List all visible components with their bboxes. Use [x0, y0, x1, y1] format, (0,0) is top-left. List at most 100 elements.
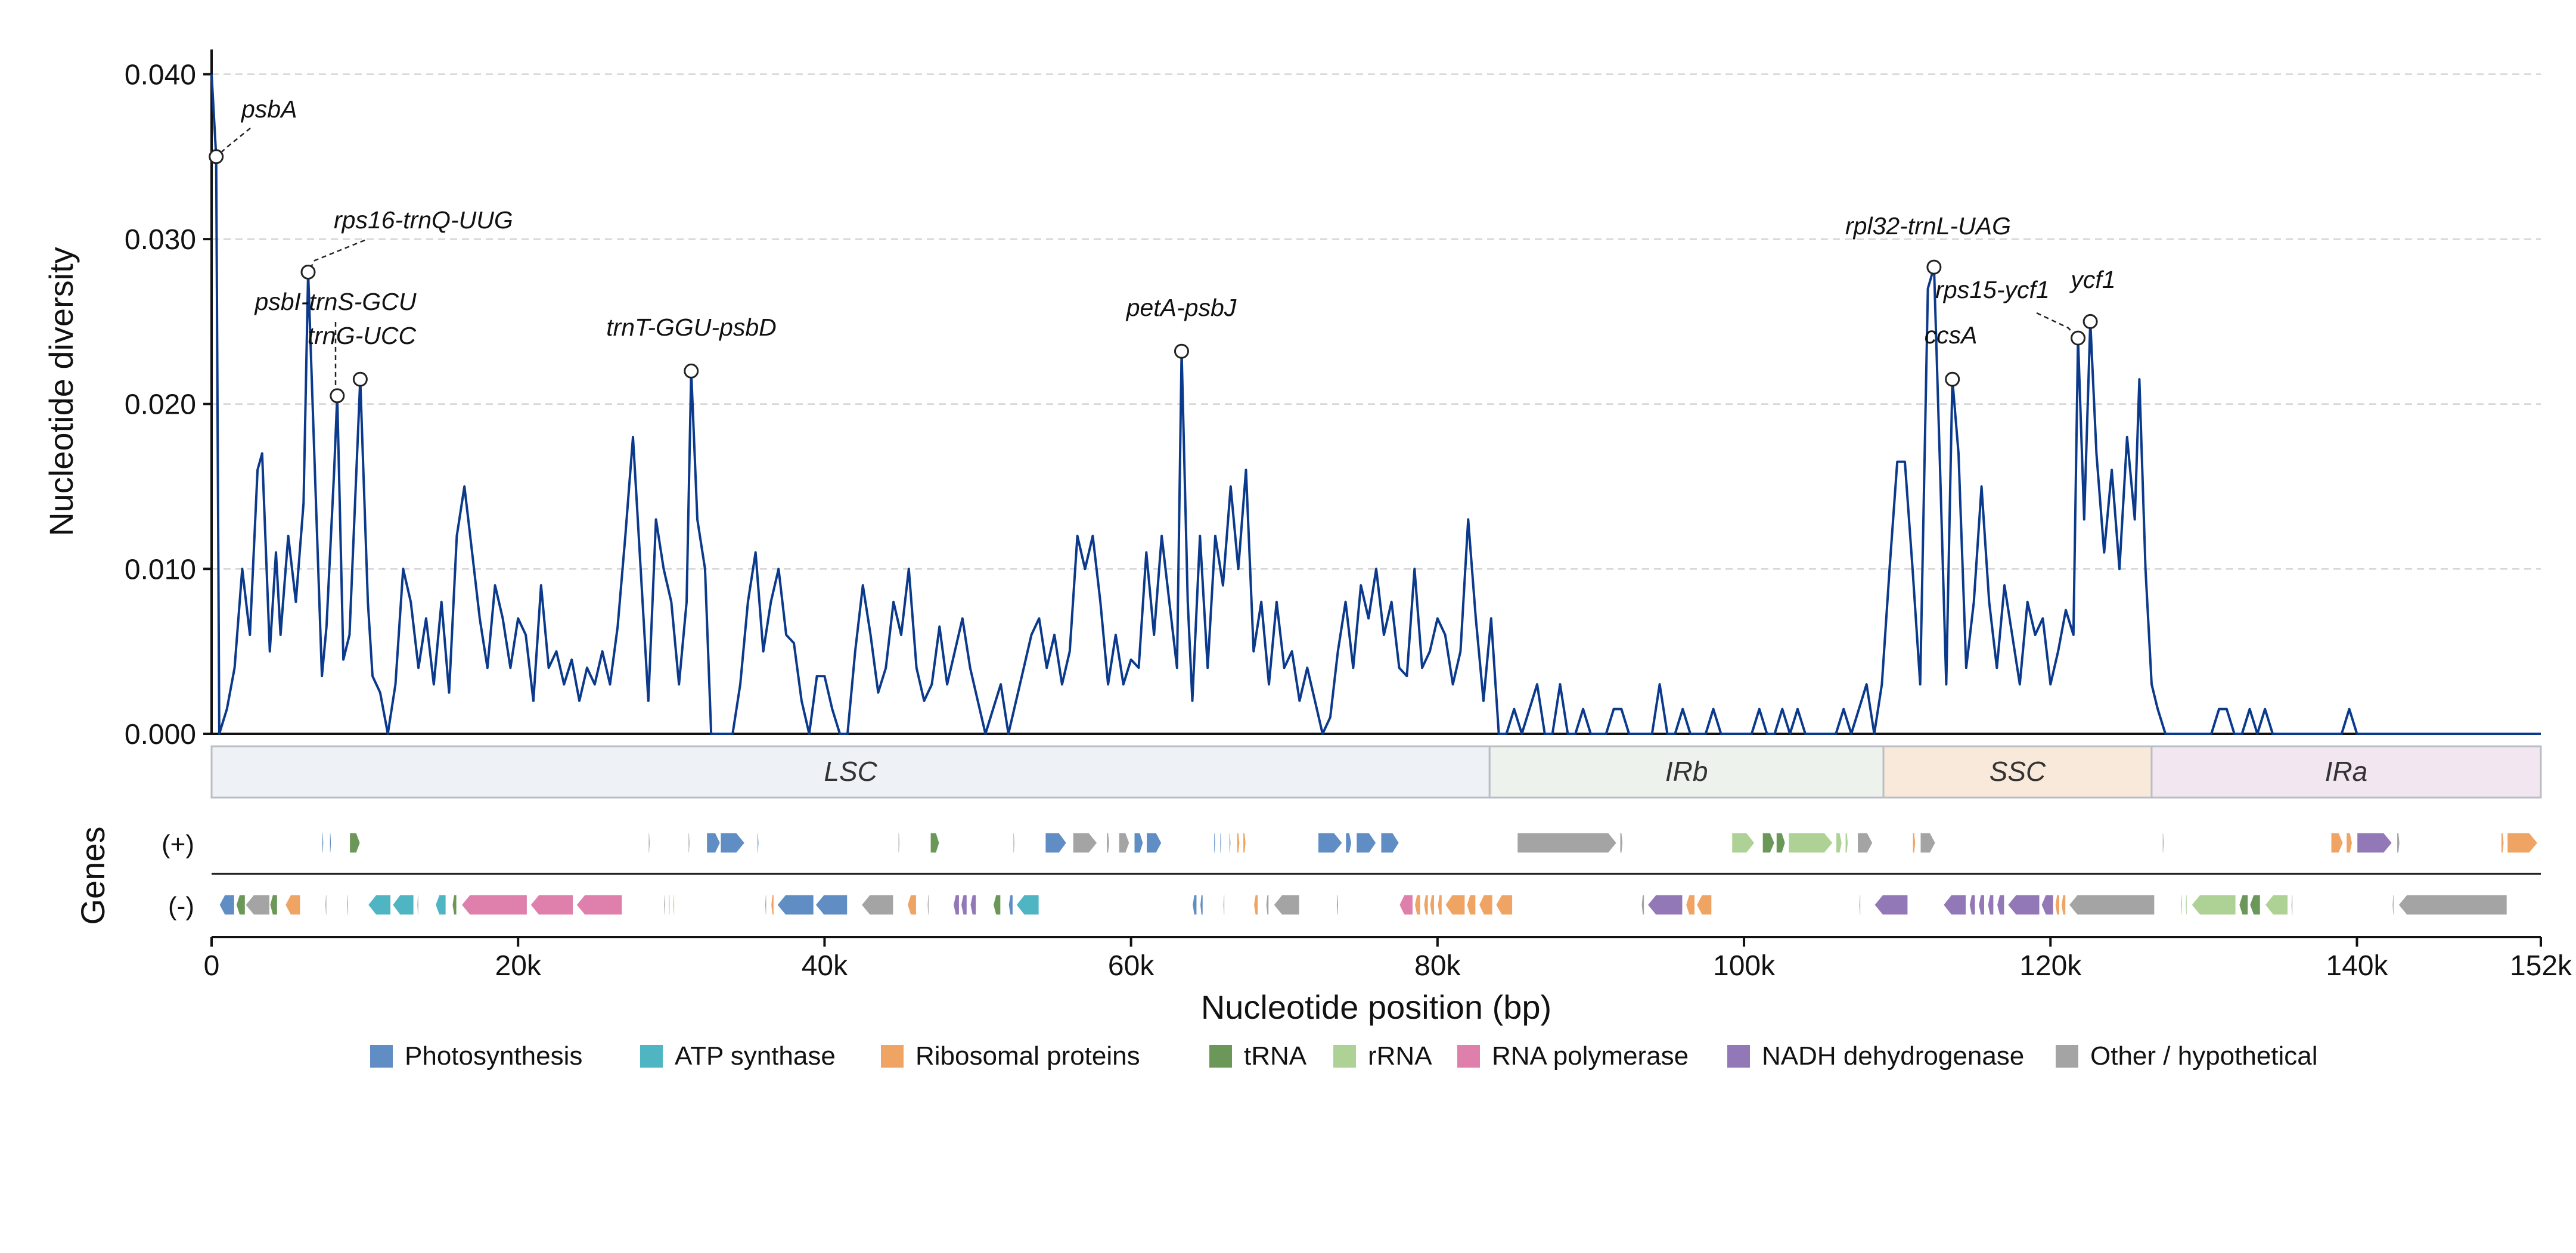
gene-block-ribo: [2345, 832, 2353, 854]
gene-block-other: [1857, 832, 1873, 854]
gene-block-other: [861, 894, 894, 916]
legend-swatch: [1457, 1045, 1480, 1068]
peak-label: rpl32-trnL-UAG: [1845, 212, 2011, 240]
y-tick-label: 0.010: [125, 554, 196, 585]
peak-marker: [352, 371, 368, 387]
gene-block-other: [1106, 832, 1110, 854]
y-tick-label: 0.000: [125, 719, 196, 750]
gene-block-ribo: [1242, 832, 1247, 854]
gene-block-trna: [930, 832, 941, 854]
gene-block-ndh: [1873, 894, 1908, 916]
gene-block-other: [2068, 894, 2155, 916]
x-tick-label: 120k: [2019, 950, 2082, 982]
gene-block-ribo: [1437, 894, 1443, 916]
gene-block-rnap: [1398, 894, 1414, 916]
gene-block-other: [2162, 832, 2165, 854]
gene-block-ribo: [2060, 894, 2066, 916]
region-label: SSC: [1990, 756, 2046, 787]
legend-label: rRNA: [1368, 1041, 1432, 1071]
peak-leader-line: [215, 128, 251, 157]
legend-label: Photosynthesis: [405, 1041, 582, 1071]
region-irb: IRb: [1488, 745, 1885, 799]
legend-label: ATP synthase: [675, 1041, 836, 1071]
x-tick-label: 0: [204, 950, 220, 982]
gene-block-ribo: [1236, 832, 1240, 854]
gene-block-other: [244, 894, 271, 916]
gene-block-photo: [1191, 894, 1197, 916]
gene-block-ribo: [1414, 894, 1422, 916]
gene-block-ndh: [2356, 832, 2393, 854]
y-tick-label: 0.030: [125, 224, 196, 256]
x-axis-ticks: 0 20k 40k 60k 80k 100k 120k 140k 152k: [204, 937, 2572, 982]
x-tick-label: 100k: [1713, 950, 1776, 982]
gene-block-trna: [1762, 832, 1776, 854]
gene-block-trna: [349, 832, 361, 854]
gene-block-photo: [1146, 832, 1162, 854]
gene-block-ndh: [2041, 894, 2054, 916]
gene-block-rrna: [1731, 832, 1756, 854]
legend-swatch: [2056, 1045, 2078, 1068]
legend-item-trna: tRNA: [1209, 1041, 1307, 1071]
y-axis-ticks: 0.000 0.010 0.020 0.030 0.040: [125, 59, 212, 750]
gene-block-ndh: [952, 894, 960, 916]
gene-block-photo: [1317, 832, 1343, 854]
gene-block-rnap: [461, 894, 528, 916]
peak-marker: [300, 264, 316, 280]
gridlines: [212, 73, 2541, 570]
legend-swatch: [881, 1045, 904, 1068]
gene-block-ndh: [1987, 894, 1994, 916]
gene-block-other: [1919, 832, 1936, 854]
peak-annotation: rps16-trnQ-UUG: [300, 206, 513, 280]
peak-marker: [1174, 343, 1189, 359]
peak-annotation: psbI-trnS-GCU: [253, 288, 417, 404]
gene-block-other: [2291, 894, 2293, 916]
gene-block-other: [687, 832, 691, 854]
peak-label: rps15-ycf1: [1935, 276, 2049, 303]
gene-block-ndh: [1969, 894, 1976, 916]
gene-block-rrna: [672, 894, 675, 916]
legend-swatch: [1727, 1045, 1750, 1068]
gene-block-other: [2396, 832, 2401, 854]
gene-block-photo: [1380, 832, 1400, 854]
legend-item-rrna: rRNA: [1333, 1041, 1432, 1071]
region-ira: IRa: [2150, 745, 2542, 799]
gene-block-photo: [776, 894, 815, 916]
gene-block-ndh: [1942, 894, 1967, 916]
peak-marker: [2071, 330, 2086, 346]
gene-block-photo: [1213, 832, 1216, 854]
y-axis-title: Nucleotide diversity: [42, 247, 80, 536]
x-axis-title: Nucleotide position (bp): [1201, 988, 1551, 1026]
axes: [210, 49, 2541, 938]
gene-block-atp: [392, 894, 415, 916]
diversity-series-line: [210, 74, 2541, 735]
region-label: LSC: [824, 756, 877, 787]
gene-block-rrna: [1835, 832, 1843, 854]
peak-annotation: psbA: [209, 95, 297, 165]
region-band: [210, 745, 1491, 799]
legend-item-ndh: NADH dehydrogenase: [1727, 1041, 2024, 1071]
genome-regions-bar: LSC IRb SSC IRa: [210, 745, 2542, 799]
gene-block-ndh: [1996, 894, 2005, 916]
region-band: [1882, 745, 2153, 799]
gene-block-other: [1273, 894, 1301, 916]
gene-tracks: [219, 832, 2538, 916]
peak-marker: [209, 149, 224, 165]
gene-block-ribo: [907, 894, 917, 916]
gene-block-trna: [2238, 894, 2249, 916]
gene-block-photo: [756, 832, 760, 854]
peak-marker: [1926, 259, 1942, 275]
gene-block-other: [346, 894, 349, 916]
gene-block-photo: [1134, 832, 1144, 854]
gene-block-rrna: [668, 894, 671, 916]
legend-label: RNA polymerase: [1492, 1041, 1689, 1071]
gene-block-other: [324, 894, 328, 916]
peak-leader-line: [307, 239, 365, 273]
legend-swatch: [640, 1045, 663, 1068]
gene-block-other: [926, 894, 930, 916]
gene-block-ribo: [1253, 894, 1259, 916]
peak-annotations: psbA rps16-trnQ-UUG psbI-trnS-GCU trnG-UCC t…: [209, 95, 2116, 404]
gene-block-photo: [719, 832, 746, 854]
gene-block-atp: [1015, 894, 1040, 916]
gene-block-rnap: [529, 894, 574, 916]
